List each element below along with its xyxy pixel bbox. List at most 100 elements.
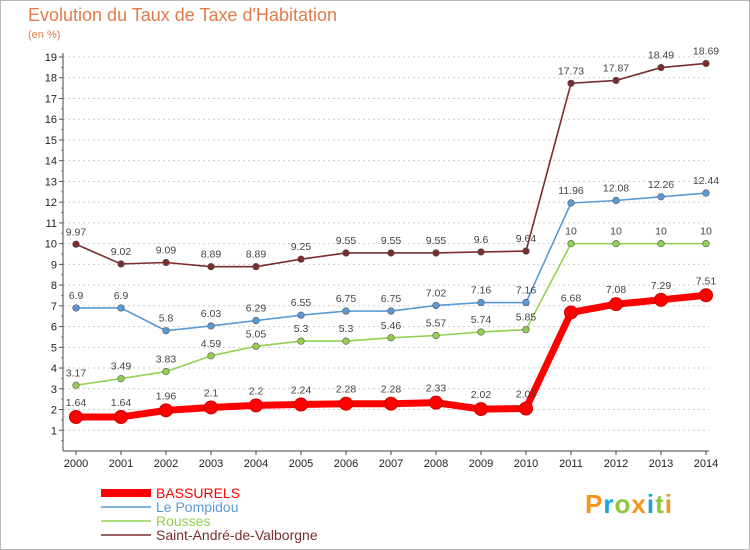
data-point	[249, 398, 263, 413]
y-tick-label: 15	[45, 135, 57, 147]
y-tick-label: 6	[51, 322, 57, 334]
data-label: 2.28	[381, 384, 402, 396]
data-label: 2.05	[516, 388, 537, 400]
data-point	[159, 403, 173, 418]
data-label: 5.74	[471, 314, 492, 326]
brand-letter: i	[664, 489, 673, 519]
data-point	[657, 193, 665, 201]
data-point	[564, 305, 578, 320]
data-label: 8.89	[201, 249, 222, 261]
x-tick-label: 2014	[694, 458, 718, 470]
y-tick-label: 19	[45, 52, 57, 64]
x-tick-label: 2007	[379, 458, 403, 470]
data-point	[342, 337, 350, 345]
data-point	[252, 263, 260, 271]
data-point	[72, 304, 80, 312]
data-point	[522, 247, 530, 255]
data-label: 17.73	[558, 65, 584, 77]
data-label: 2.24	[291, 385, 312, 397]
data-label: 18.69	[693, 45, 719, 57]
data-point	[432, 249, 440, 257]
data-point	[567, 240, 575, 248]
x-tick-label: 2010	[514, 458, 538, 470]
data-label: 9.25	[291, 241, 312, 253]
x-tick-label: 2009	[469, 458, 493, 470]
data-label: 10	[565, 226, 577, 238]
data-label: 10	[655, 226, 667, 238]
y-tick-label: 5	[51, 342, 57, 354]
data-label: 6.29	[246, 303, 267, 315]
brand-letter: o	[614, 489, 632, 519]
data-label: 2.02	[471, 389, 492, 401]
data-point	[297, 337, 305, 345]
brand-letter: i	[646, 489, 656, 519]
y-tick-label: 11	[46, 218, 57, 230]
data-label: 2.28	[336, 384, 357, 396]
data-point	[474, 402, 488, 417]
data-label: 5.8	[159, 313, 174, 325]
y-tick-label: 8	[51, 280, 57, 292]
data-point	[702, 59, 710, 68]
data-point	[204, 400, 218, 415]
y-tick-label: 10	[45, 239, 57, 251]
data-label: 9.09	[156, 245, 177, 257]
data-point	[567, 199, 575, 207]
data-point	[207, 263, 215, 271]
data-point	[207, 322, 215, 330]
data-point	[384, 396, 398, 411]
data-point	[432, 331, 440, 340]
data-label: 9.6	[474, 234, 489, 246]
brand-letter: r	[603, 489, 615, 519]
data-point	[702, 240, 710, 248]
data-point	[432, 301, 440, 310]
data-point	[297, 311, 305, 319]
chart-subtitle: (en %)	[28, 29, 61, 41]
data-point	[387, 249, 395, 257]
data-label: 12.44	[693, 175, 719, 187]
data-point	[69, 409, 83, 424]
data-label: 3.17	[66, 367, 87, 379]
y-tick-label: 14	[45, 156, 57, 168]
data-point	[657, 240, 665, 248]
y-tick-label: 18	[45, 73, 57, 85]
label-layer: 1.64 1.64 1.96 2.1 2.2 2.24 2.28 2.28 2.33 2.02 2.…	[66, 45, 720, 409]
brand-logo: Proxiti	[585, 489, 673, 520]
data-point	[702, 189, 710, 197]
x-tick-label: 2008	[424, 458, 448, 470]
y-tick-label: 1	[51, 425, 57, 437]
data-point	[342, 307, 350, 315]
data-point	[657, 63, 665, 72]
data-label: 4.59	[201, 338, 222, 350]
data-point	[699, 288, 713, 303]
data-point	[162, 327, 170, 335]
data-point	[477, 298, 485, 307]
y-tick-label: 9	[51, 259, 57, 271]
data-label: 7.16	[471, 285, 492, 297]
legend-label: BASSURELS	[156, 485, 240, 501]
data-label: 6.03	[201, 308, 222, 320]
x-tick-label: 2013	[649, 458, 673, 470]
data-point	[654, 292, 668, 307]
data-point	[522, 326, 530, 334]
data-label: 9.55	[381, 235, 402, 247]
data-label: 8.89	[246, 249, 267, 261]
data-point	[72, 240, 80, 248]
x-tick-label: 2011	[559, 458, 583, 470]
data-point	[387, 307, 395, 315]
data-label: 9.02	[111, 246, 132, 258]
data-label: 7.51	[696, 275, 717, 287]
data-point	[612, 76, 620, 85]
data-point	[207, 352, 215, 360]
data-point	[162, 367, 170, 376]
data-point	[387, 334, 395, 342]
data-label: 2.1	[204, 387, 219, 399]
data-label: 6.55	[291, 297, 312, 309]
data-label: 5.3	[339, 323, 354, 335]
data-label: 12.26	[648, 179, 674, 191]
x-tick-label: 2004	[244, 458, 268, 470]
data-label: 9.97	[66, 226, 87, 238]
y-tick-label: 12	[45, 197, 57, 209]
data-label: 3.83	[156, 354, 177, 366]
